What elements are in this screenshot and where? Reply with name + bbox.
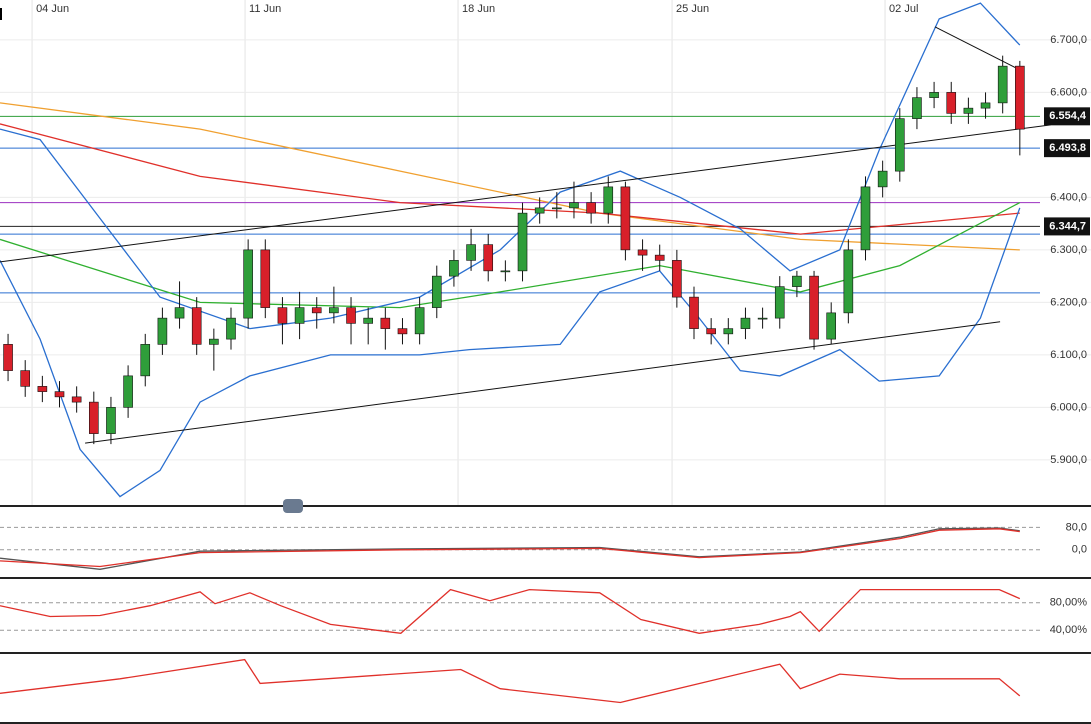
price-label-box [1044, 107, 1090, 126]
panel-line [0, 528, 1020, 568]
candle-body [311, 307, 322, 314]
indicator-line [0, 123, 1020, 235]
candle-body [20, 370, 31, 387]
candle-body [534, 207, 545, 214]
candle-body [449, 260, 459, 277]
candle-body [414, 307, 425, 335]
candle-body [157, 317, 168, 345]
price-label: 6.554,4 [1049, 110, 1087, 122]
candle-body [740, 317, 751, 329]
candle-body [877, 170, 888, 188]
candle-body [226, 317, 236, 340]
y-tick-label: 6.200,0 [1050, 296, 1087, 308]
candle-body [963, 107, 974, 114]
panes: 04 Jun 11 Jun 18 Jun 25 Jun 02 Jul 5.900,0 6.0… [0, 0, 1091, 704]
candle-body [140, 344, 151, 377]
candle-body [980, 102, 991, 109]
candle-body [912, 97, 922, 119]
candle-body [517, 212, 528, 272]
x-tick-label: 11 Jun [249, 3, 281, 15]
price-label: 6.344,7 [1049, 220, 1086, 232]
indicator-line [0, 207, 1021, 498]
candle-body [191, 307, 202, 345]
candle-body [792, 275, 802, 287]
candle-body [346, 307, 356, 324]
price-label-box [1044, 139, 1090, 158]
candle-body [637, 249, 648, 256]
candle-body [500, 270, 511, 273]
indicator-line [0, 202, 1021, 309]
candle-body [3, 344, 13, 371]
trend-line [934, 26, 1021, 71]
candle-body [826, 312, 836, 340]
candle-body [209, 338, 219, 345]
candle-body [603, 186, 614, 214]
candle-body [586, 202, 596, 214]
panel-line [0, 658, 1021, 704]
candle-body [483, 244, 494, 272]
y-tick-label: 6.000,0 [1050, 401, 1087, 413]
candle-body [552, 207, 562, 210]
panel-tick-label: 80,00% [1050, 597, 1088, 609]
y-tick-label: 6.100,0 [1050, 349, 1087, 361]
candle-body [706, 328, 716, 335]
candle-body [946, 92, 957, 114]
trend-line [0, 124, 1051, 263]
candle-body [997, 65, 1008, 104]
candle-body [466, 244, 476, 261]
candle-body [54, 391, 65, 398]
y-tick-label: 6.700,0 [1050, 34, 1087, 46]
x-tick-label: 02 Jul [889, 3, 918, 15]
candle-body [123, 375, 133, 408]
candle-body [860, 186, 871, 251]
candle-body [37, 386, 48, 392]
candle-body [174, 307, 185, 319]
candle-body [620, 186, 631, 251]
candle-body [654, 254, 665, 261]
y-tick-label: 6.300,0 [1050, 244, 1087, 256]
candle-body [723, 328, 734, 335]
indicator-line [0, 2, 1021, 330]
candle-body [106, 407, 116, 434]
candle-body [363, 317, 373, 324]
candle-body [569, 202, 579, 209]
indicator-line [0, 102, 1020, 251]
candle-body [329, 307, 339, 314]
panel-tick-label: 40,00% [1050, 624, 1088, 636]
candle-body [1015, 65, 1025, 130]
trend-line [85, 321, 1001, 444]
candle-body [294, 307, 305, 324]
candle-body [243, 249, 253, 319]
x-tick-label: 04 Jun [36, 3, 69, 15]
candle-body [260, 249, 271, 308]
candle-body [894, 118, 905, 172]
price-label-box [1044, 217, 1090, 236]
candle-body [929, 92, 939, 98]
candle-body [757, 317, 768, 320]
candle-body [277, 307, 288, 324]
candle-body [809, 275, 819, 340]
candle-body [843, 249, 854, 314]
candle-body [689, 296, 699, 329]
y-tick-label: 6.600,0 [1050, 86, 1087, 98]
candle-body [89, 401, 99, 434]
candle-body [431, 275, 442, 308]
panel-line [0, 588, 1021, 634]
candle-body [774, 286, 785, 319]
candle-body [397, 328, 408, 335]
price-label: 6.493,8 [1049, 142, 1086, 154]
cursor-mark [0, 8, 2, 20]
candle-body [672, 260, 682, 298]
candle-body [380, 317, 391, 329]
candle-body [71, 396, 82, 403]
x-tick-label: 25 Jun [676, 3, 709, 15]
pane-resize-handle[interactable] [283, 499, 303, 513]
x-tick-label: 18 Jun [462, 3, 495, 15]
y-tick-label: 6.400,0 [1050, 191, 1087, 203]
panel-tick-label: 80,0 [1066, 521, 1087, 533]
panel-tick-label: 0,0 [1072, 544, 1087, 556]
y-tick-label: 5.900,0 [1050, 454, 1087, 466]
